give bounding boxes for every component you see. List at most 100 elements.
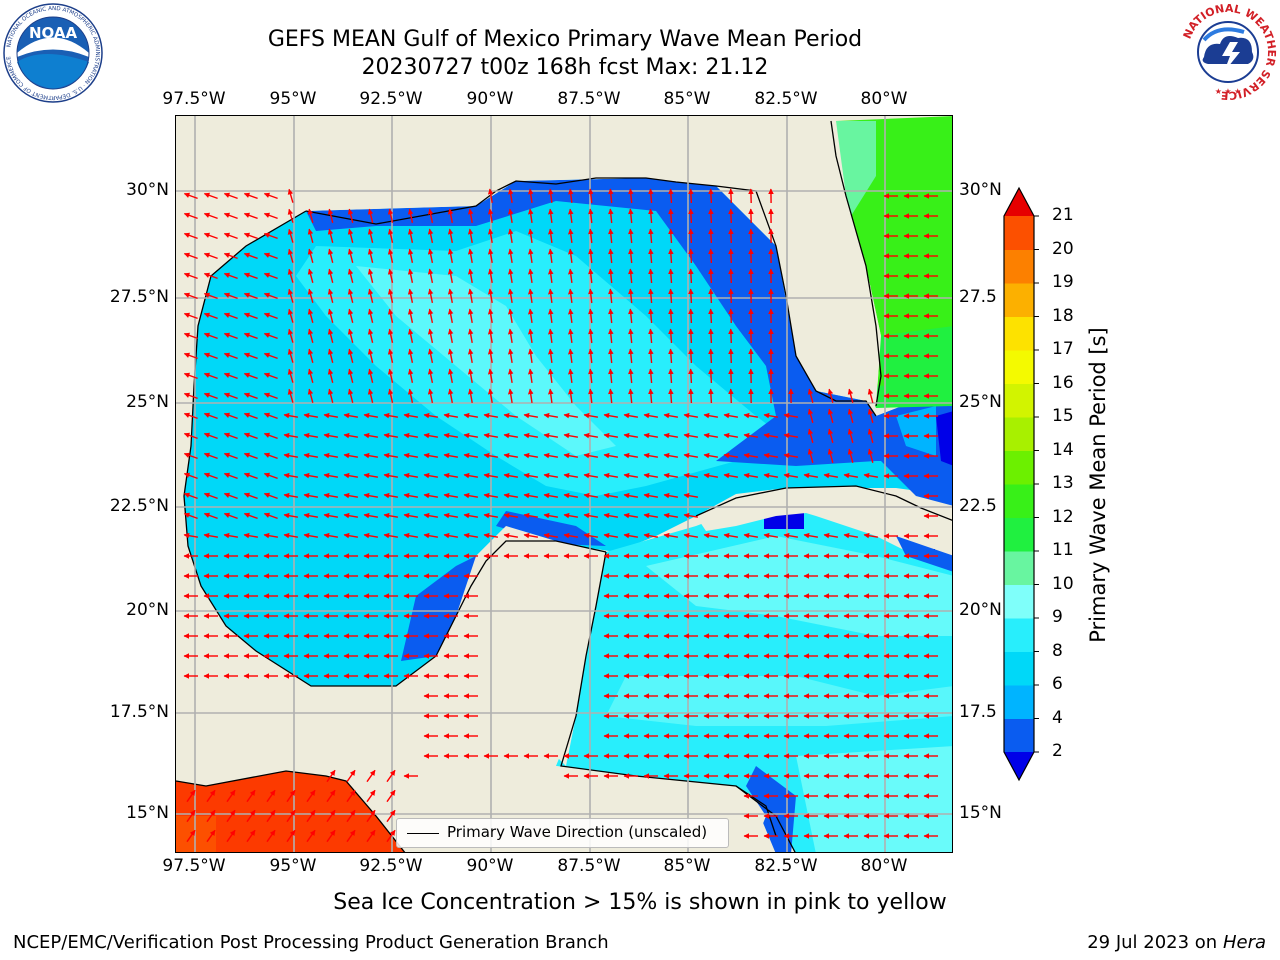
wave-direction-arrow [387,288,394,303]
colorbar-segment [1004,350,1034,384]
wave-direction-arrow [608,308,614,324]
wave-direction-arrow [327,288,334,303]
wave-direction-arrow [823,532,839,539]
wave-direction-arrow [223,272,238,280]
wave-direction-arrow [243,452,258,460]
wave-direction-arrow [527,288,534,304]
wave-direction-arrow [303,452,319,459]
wave-direction-arrow [223,192,238,200]
wave-direction-arrow [648,308,654,324]
wave-direction-arrow [567,188,574,203]
wave-direction-arrow [688,188,694,204]
wave-direction-arrow [246,829,256,843]
wave-direction-arrow [527,368,534,384]
wave-direction-arrow [668,368,674,384]
wave-direction-arrow [183,412,198,420]
wave-direction-arrow [623,472,639,479]
wave-direction-arrow [203,532,219,539]
wave-direction-arrow [467,328,474,344]
wave-direction-arrow [567,388,574,403]
wave-direction-arrow [643,432,659,439]
wave-direction-arrow [688,348,694,364]
wave-direction-arrow [423,432,439,439]
wave-direction-arrow [383,432,399,439]
wave-direction-arrow [543,452,559,459]
wave-direction-arrow [623,412,639,419]
wave-direction-arrow [483,412,499,419]
wave-direction-arrow [547,388,554,403]
colorbar-segment [1004,618,1034,652]
colorbar-tick-label: 4 [1052,707,1063,728]
wave-direction-arrow [223,292,238,300]
wave-direction-arrow [507,328,514,344]
colorbar-tick-label: 11 [1052,540,1074,560]
wave-direction-arrow [547,208,554,223]
wave-direction-arrow [447,288,454,304]
wave-direction-arrow [763,432,779,439]
wave-direction-arrow [487,308,494,324]
wave-direction-arrow [283,432,299,439]
wave-direction-arrow [708,348,714,364]
wave-direction-arrow [487,348,494,364]
lon-label-top: 80°W [860,89,908,109]
wave-direction-arrow [663,532,679,539]
wave-direction-arrow [427,388,434,404]
lon-label-bottom: 87.5°W [557,856,621,876]
wave-direction-arrow [183,392,198,400]
wave-direction-arrow [583,512,599,519]
wave-direction-arrow [603,512,619,519]
wave-direction-arrow [728,208,734,224]
wave-direction-arrow [243,532,259,539]
wave-direction-arrow [347,288,354,303]
wave-direction-arrow [807,428,814,443]
wave-direction-arrow [688,208,694,224]
wave-direction-arrow [387,388,394,403]
wave-direction-arrow [683,412,699,419]
wave-direction-arrow [483,432,499,439]
wave-direction-arrow [183,452,198,460]
nws-logo: NATIONAL WEATHER SERVICE ★ ★ ★ [1178,2,1278,102]
wave-direction-arrow [307,348,314,363]
wave-direction-arrow [723,432,739,439]
wave-direction-arrow [443,452,459,459]
wave-direction-arrow [583,472,599,479]
wave-direction-arrow [447,268,454,284]
wave-direction-arrow [283,492,299,499]
wave-direction-arrow [643,412,659,419]
wave-direction-arrow [447,228,454,244]
wave-direction-arrow [367,248,374,263]
wave-direction-arrow [223,432,238,440]
lon-label-top: 87.5°W [557,89,621,109]
colorbar-segment [1004,651,1034,686]
wave-direction-arrow [323,512,339,519]
wave-direction-arrow [648,348,654,364]
wave-direction-arrow [346,809,356,823]
wave-direction-arrow [203,512,218,520]
wave-direction-arrow [287,388,294,403]
sea-ice-note: Sea Ice Concentration > 15% is shown in … [333,890,947,915]
wave-direction-arrow [306,789,316,803]
wave-direction-arrow [407,308,414,323]
wave-direction-arrow [487,368,494,384]
wave-direction-arrow [427,328,434,344]
wave-direction-arrow [688,328,694,344]
lat-label-left: 22.5°N [109,496,169,516]
wave-direction-arrow [708,268,714,284]
wave-direction-arrow [447,328,454,344]
wave-direction-arrow [563,412,579,419]
wave-direction-arrow [867,428,874,443]
wave-direction-arrow [347,268,354,283]
wave-direction-arrow [307,308,314,323]
wave-direction-arrow [527,328,534,344]
wave-direction-arrow [507,308,514,324]
wave-direction-arrow [183,272,198,280]
wave-direction-arrow [467,308,474,324]
wave-direction-arrow [467,368,474,384]
colorbar-tick-label: 20 [1052,238,1074,259]
wave-direction-arrow [583,492,599,499]
wave-direction-arrow [283,532,299,539]
wave-direction-arrow [367,328,374,343]
wave-direction-arrow [463,432,479,439]
wave-direction-arrow [603,452,619,459]
wave-direction-arrow [363,532,379,539]
